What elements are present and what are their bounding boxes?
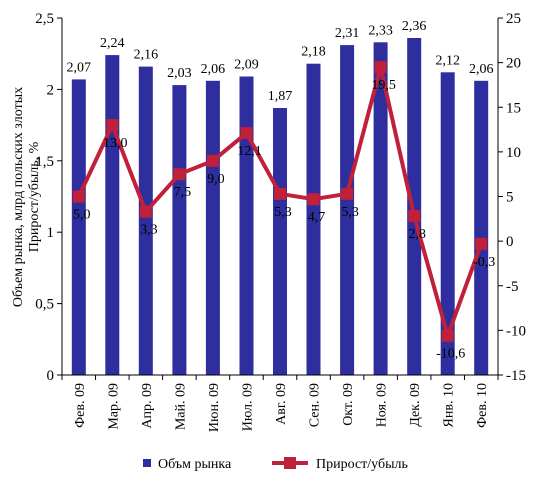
x-tick-label-11: Янв. 10 (442, 383, 457, 427)
growth-value-label-4: 9,0 (207, 172, 225, 187)
bar-value-label-4: 2,06 (201, 62, 226, 77)
growth-marker-8 (341, 187, 354, 200)
y-tick-right-3: 0 (506, 234, 514, 250)
x-tick-label-7: Сен. 09 (308, 383, 323, 427)
growth-marker-10 (408, 210, 421, 223)
growth-marker-11 (441, 329, 454, 342)
bar-11 (440, 72, 455, 376)
bar-value-label-1: 2,24 (100, 36, 125, 51)
y-tick-right-7: 20 (506, 56, 521, 72)
labels-layer: 2,07 2,24 2,16 2,03 2,06 2,09 1,87 2,18 2,31 2,33… (67, 19, 496, 362)
bar-7 (306, 63, 321, 375)
growth-marker-9 (374, 61, 387, 74)
x-tick-label-5: Июл. 09 (240, 383, 255, 431)
bar-value-label-11: 2,12 (435, 53, 460, 68)
bar-8 (340, 45, 355, 375)
x-tick-label-9: Ноя. 09 (375, 383, 390, 427)
growth-value-label-2: 3,3 (140, 223, 158, 238)
legend-line-marker (284, 457, 296, 469)
bar-value-label-7: 2,18 (301, 45, 326, 60)
y-tick-left-3: 1,5 (35, 154, 54, 170)
growth-value-label-11: -10,6 (436, 347, 465, 362)
bar-0 (71, 79, 86, 376)
bar-3 (172, 85, 187, 375)
y-tick-left-2: 1 (47, 225, 55, 241)
x-tick-label-4: Июн. 09 (207, 383, 222, 432)
bar-12 (474, 80, 489, 376)
bar-value-label-12: 2,06 (469, 62, 494, 77)
x-tick-label-8: Окт. 09 (341, 383, 356, 426)
x-tick-label-1: Мар. 09 (106, 383, 121, 430)
bar-6 (273, 108, 287, 375)
growth-value-label-12: -0,3 (473, 255, 495, 270)
bar-10 (407, 38, 422, 375)
legend: Объм рынка Прирост/убыль (143, 457, 408, 472)
bars-layer (71, 38, 489, 376)
bar-value-label-10: 2,36 (402, 19, 427, 34)
y-tick-left-1: 0,5 (35, 297, 54, 313)
y-axis-title-line-2: Прирост/убыль, % (27, 141, 42, 252)
legend-line-label: Прирост/убыль (316, 457, 408, 472)
y-tick-right-0: -15 (506, 368, 526, 384)
legend-bar-label: Объм рынка (158, 457, 232, 472)
bar-value-label-6: 1,87 (268, 89, 293, 104)
bar-value-label-5: 2,09 (234, 58, 259, 73)
growth-marker-7 (307, 193, 320, 206)
bar-value-label-0: 2,07 (67, 60, 92, 75)
growth-value-label-10: 2,8 (408, 227, 426, 242)
growth-value-label-1: 13,0 (103, 136, 128, 151)
growth-value-label-6: 5,3 (274, 205, 292, 220)
bar-value-label-8: 2,31 (335, 26, 360, 41)
axes-layer: 0 0,5 1 1,5 2 2,5 -15 -10 -5 0 5 10 15 20 25 Фев. 09 Мар… (35, 11, 526, 432)
y-axis-title-line-1: Объем рынка, млрд польских злотых (11, 87, 26, 307)
growth-marker-3 (173, 168, 186, 181)
y-tick-right-2: -5 (506, 279, 519, 295)
growth-marker-6 (274, 187, 286, 200)
growth-value-label-5: 12,1 (237, 144, 262, 159)
x-tick-label-3: Май. 09 (173, 383, 188, 430)
x-tick-label-10: Дек. 09 (408, 383, 423, 427)
bar-value-label-2: 2,16 (134, 48, 159, 63)
y-tick-left-4: 2 (47, 82, 55, 98)
x-tick-label-0: Фев. 09 (73, 383, 88, 428)
y-tick-right-5: 10 (506, 145, 521, 161)
bar-2 (138, 66, 153, 375)
bar-4 (205, 80, 220, 376)
growth-marker-1 (106, 119, 119, 132)
growth-marker-5 (240, 127, 253, 140)
growth-marker-4 (206, 154, 219, 167)
x-tick-label-12: Фев. 10 (475, 383, 490, 428)
y-tick-right-6: 15 (506, 100, 521, 116)
bar-1 (105, 55, 120, 375)
growth-value-label-7: 4,7 (308, 210, 326, 225)
bar-5 (239, 76, 254, 375)
y-tick-right-1: -10 (506, 323, 526, 339)
y-tick-right-4: 5 (506, 190, 514, 206)
growth-value-label-8: 5,3 (341, 205, 359, 220)
bar-9 (373, 42, 388, 376)
y-tick-right-8: 25 (506, 11, 521, 27)
growth-marker-12 (475, 237, 488, 250)
legend-bar-swatch (143, 459, 151, 467)
growth-value-label-3: 7,5 (174, 185, 192, 200)
y-tick-left-0: 0 (47, 368, 55, 384)
bar-value-label-9: 2,33 (368, 23, 393, 38)
growth-value-label-9: 19,5 (371, 78, 396, 93)
line-layer (72, 61, 488, 342)
bar-value-label-3: 2,03 (167, 66, 192, 81)
y-axis-title-left: Объем рынка, млрд польских злотых Прирос… (11, 87, 42, 307)
y-tick-left-5: 2,5 (35, 11, 54, 27)
growth-marker-0 (72, 190, 85, 203)
x-tick-label-6: Авг. 09 (274, 383, 289, 425)
growth-value-label-0: 5,0 (73, 208, 91, 223)
x-tick-label-2: Апр. 09 (140, 383, 155, 429)
growth-marker-2 (139, 205, 152, 218)
